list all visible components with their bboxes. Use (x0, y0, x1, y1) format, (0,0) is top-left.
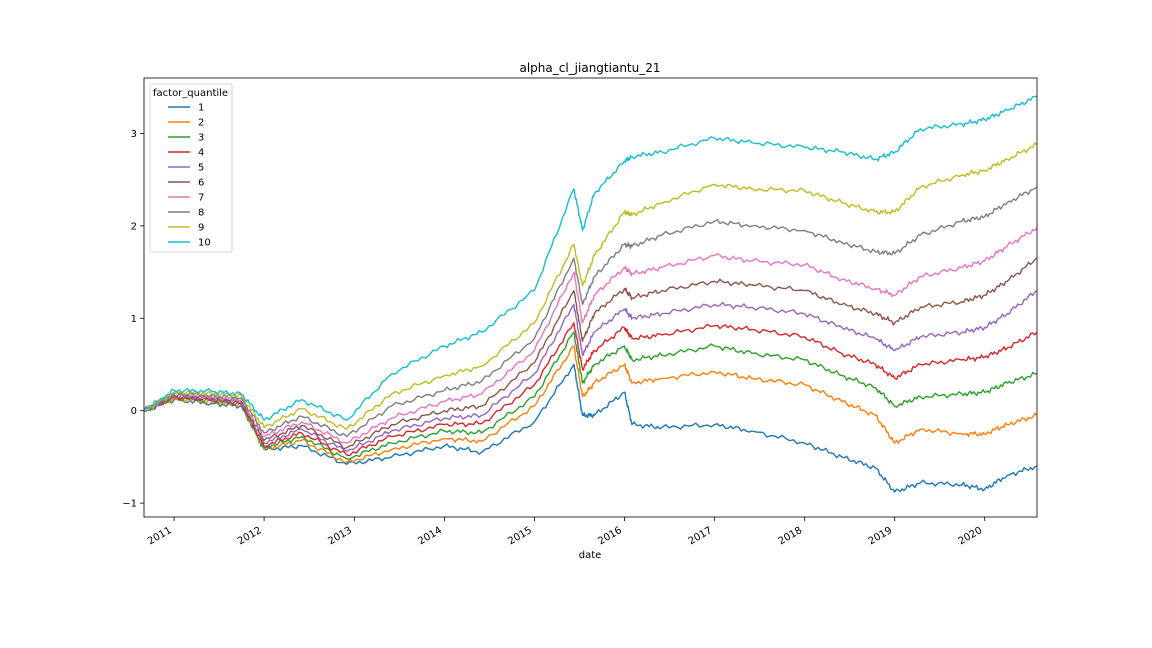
series-line-1 (144, 363, 1037, 493)
y-tick-label: 1 (131, 314, 137, 325)
legend-title: factor_quantile (153, 88, 228, 99)
series-line-4 (144, 322, 1037, 457)
plot-frame (143, 77, 1038, 518)
legend-label-4: 4 (198, 148, 204, 159)
legend-label-9: 9 (198, 223, 204, 234)
series-line-6 (144, 257, 1037, 450)
y-tick-label: 2 (131, 221, 137, 232)
y-tick-label: −1 (122, 499, 137, 510)
legend-label-1: 1 (198, 103, 204, 114)
series-line-5 (144, 290, 1037, 453)
legend-label-3: 3 (198, 133, 204, 144)
legend-label-10: 10 (198, 238, 211, 249)
series-line-3 (144, 331, 1037, 460)
y-tick-label: 0 (131, 406, 137, 417)
y-tick-label: 3 (131, 129, 137, 140)
legend-label-6: 6 (198, 178, 204, 189)
chart-title: alpha_cl_jiangtiantu_21 (519, 61, 660, 75)
legend: factor_quantile 1 2 3 4 5 6 7 8 9 10 (149, 83, 233, 253)
y-axis: −1 0 1 2 3 (122, 129, 144, 510)
series-line-7 (144, 227, 1037, 444)
legend-box (149, 83, 233, 253)
series-line-9 (144, 142, 1037, 430)
x-axis-label: date (579, 550, 602, 561)
series-layer (144, 95, 1037, 493)
legend-label-8: 8 (198, 208, 204, 219)
legend-label-7: 7 (198, 193, 204, 204)
legend-label-2: 2 (198, 118, 204, 129)
series-line-10 (144, 95, 1037, 421)
legend-label-5: 5 (198, 163, 204, 174)
series-line-8 (144, 186, 1037, 438)
